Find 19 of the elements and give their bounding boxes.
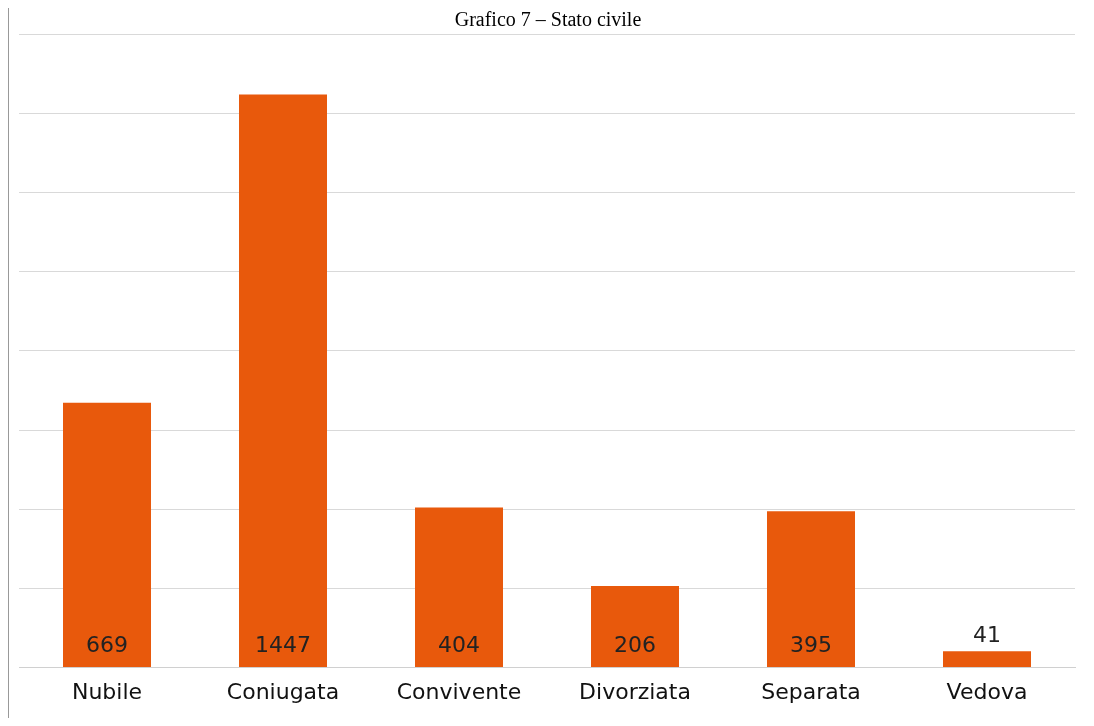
data-label: 41 bbox=[973, 622, 1001, 648]
data-label: 395 bbox=[790, 632, 832, 658]
data-label: 404 bbox=[438, 632, 480, 658]
x-tick-label: Vedova bbox=[946, 678, 1028, 704]
bar bbox=[415, 507, 503, 668]
x-tick-label: Convivente bbox=[396, 678, 522, 704]
bar bbox=[591, 586, 679, 668]
data-label: 1447 bbox=[255, 632, 311, 658]
bar bbox=[943, 651, 1031, 668]
data-label: 206 bbox=[614, 632, 656, 658]
chart-title: Grafico 7 – Stato civile bbox=[453, 8, 643, 32]
x-tick-label: Divorziata bbox=[579, 678, 691, 704]
bar bbox=[767, 511, 855, 668]
bar bbox=[63, 402, 151, 668]
bar bbox=[239, 94, 327, 668]
x-tick-label: Separata bbox=[761, 678, 861, 704]
x-tick-label: Nubile bbox=[71, 678, 143, 704]
data-label: 669 bbox=[86, 632, 128, 658]
x-tick-label: Coniugata bbox=[226, 678, 340, 704]
